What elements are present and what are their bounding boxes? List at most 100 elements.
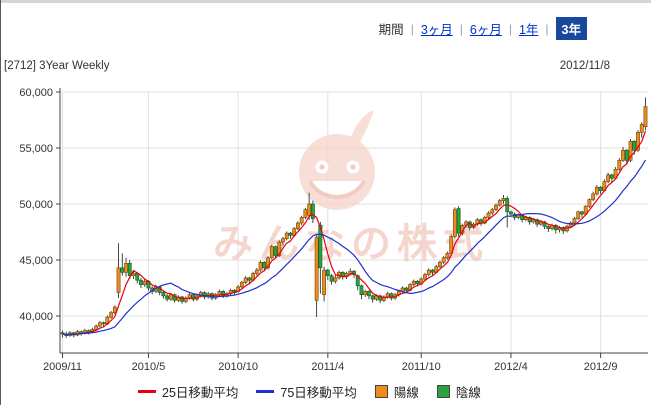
bullish-candle [438,261,442,268]
bullish-candle [426,269,431,275]
bullish-candle [363,291,368,296]
chart-header-row: [2712] 3Year Weekly 2012/11/8 [4,60,610,72]
bullish-candle [94,325,99,330]
bearish-candle [127,263,132,276]
bullish-candle [494,204,498,210]
bullish-candle [639,124,644,133]
bearish-candle [165,295,170,300]
bullish-candle [281,238,285,243]
bearish-candle [580,211,584,215]
ma25-line-swatch [138,390,156,393]
bearish-candle [553,224,558,231]
bullish-candle [239,282,244,288]
x-tick-label: 2012/9 [584,361,618,373]
bearish-candle [288,232,293,236]
bullish-candle [322,269,326,296]
bearish-candle [172,294,177,301]
x-tick-label: 2009/11 [43,361,82,373]
bullish-candle [482,217,487,224]
bullish-candle [385,293,390,298]
bearish-candle [456,208,461,234]
bullish-candle [131,273,136,276]
bullish-candle [497,200,502,206]
ma-line [62,159,647,336]
watermark-text: みんなの株式 [213,222,489,266]
bullish-candle [486,212,491,218]
bearish-candle [624,149,629,161]
bullish-candle [112,306,117,313]
bullish-candle [258,261,263,271]
bullish-candle [411,280,416,285]
bullish-candle [266,257,270,269]
bearish-candle [262,261,267,269]
bearish-candle [378,295,383,301]
bullish-candle [628,140,633,161]
bearish-candle [370,295,375,300]
bullish-candle-swatch [374,385,388,398]
bearish-candle [273,246,278,256]
period-label: 期間 [378,23,404,37]
bearish-candle [180,296,184,302]
legend-item-bullish: 陽線 [374,382,419,401]
x-tick-label: 2010/10 [218,361,258,373]
bearish-candle [509,211,513,215]
legend-item-ma25: 25日移動平均 [138,382,238,401]
legend-label: 75日移動平均 [280,386,357,400]
bullish-candle [217,291,222,296]
bearish-candle [191,294,196,300]
chart-legend: 25日移動平均 75日移動平均 陽線 陰線 [138,382,489,401]
bullish-candle [423,274,427,280]
bullish-candle [445,252,450,259]
bullish-candle [109,312,113,318]
bearish-candle [367,291,371,297]
bullish-candle [490,209,495,214]
bearish-candle [202,292,207,298]
bullish-candle [617,160,622,170]
x-tick-label: 2012/4 [494,361,528,373]
y-tick-label: 60,000 [19,87,53,99]
bullish-candle [538,221,543,225]
bearish-candle [598,186,603,191]
bullish-candle [314,237,319,301]
bullish-candle [381,296,386,301]
bullish-candle [587,199,592,207]
bearish-candle [542,221,547,227]
y-tick-label: 55,000 [19,143,53,155]
legend-item-bearish: 陰線 [436,382,481,401]
bullish-candle [594,186,599,195]
bearish-candle [430,269,435,273]
bearish-candle [247,277,252,281]
period-3years-selected[interactable]: 3年 [555,17,587,40]
bullish-candle [124,263,128,273]
period-6months-link[interactable]: 6ヶ月 [469,23,502,37]
bearish-candle [359,285,364,296]
period-3months-link[interactable]: 3ヶ月 [420,23,453,37]
bearish-candle [609,174,614,179]
ma75-line-swatch [256,390,275,393]
bearish-candle [101,322,106,325]
period-1year-link[interactable]: 1年 [518,23,539,37]
bearish-candle [325,269,330,276]
bullish-candle [269,246,274,259]
period-selector: 期間 | 3ヶ月 | 6ヶ月 | 1年 | 3年 [379,17,587,40]
bearish-candle [632,140,637,151]
bullish-candle [348,270,353,274]
bullish-candle [501,198,506,201]
bullish-candle [254,269,259,274]
separator: | [508,21,512,36]
bullish-candle [97,322,102,327]
legend-label: 陽線 [393,386,419,400]
bearish-candle [561,227,566,232]
bearish-candle [389,293,394,299]
separator: | [545,21,549,36]
bullish-candle [568,222,573,227]
bullish-candle [307,203,312,216]
x-tick-label: 2011/4 [311,361,344,373]
bearish-candle [161,292,166,297]
separator: | [410,21,414,36]
bullish-candle [441,257,446,263]
x-tick-label: 2010/5 [132,361,166,373]
legend-label: 陰線 [455,386,481,400]
bearish-candle [352,270,356,275]
